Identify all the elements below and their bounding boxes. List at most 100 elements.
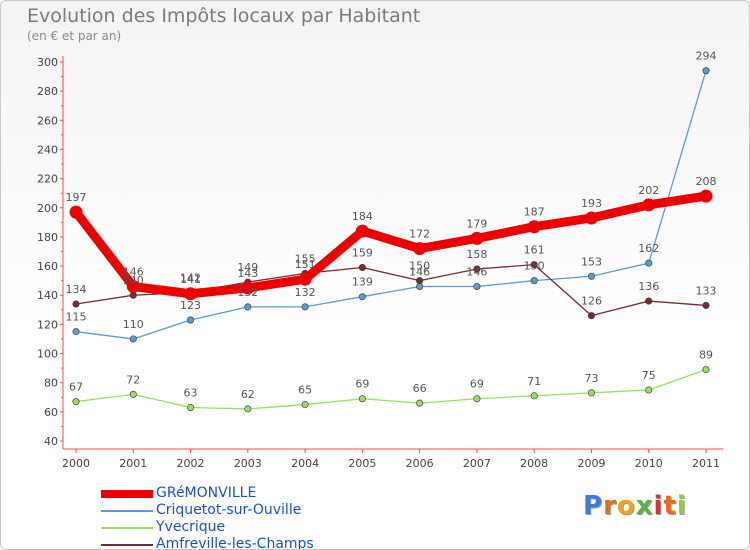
data-point [413,242,427,256]
data-point [358,293,366,301]
data-label: 132 [295,286,316,299]
data-point [470,231,484,245]
x-tick-label: 2002 [177,457,205,470]
data-label: 134 [66,283,87,296]
data-point [416,399,424,407]
data-label: 71 [527,375,541,388]
data-label: 69 [470,378,484,391]
data-label: 294 [696,50,717,63]
data-point [301,401,309,409]
y-tick-label: 80 [44,377,58,390]
data-point [298,272,312,286]
data-label: 150 [409,260,430,273]
data-point [244,405,252,413]
y-tick-label: 140 [37,289,58,302]
data-label: 73 [584,372,598,385]
data-point [129,291,137,299]
data-label: 115 [66,311,87,324]
data-label: 146 [123,265,144,278]
data-point [584,211,598,225]
y-tick-label: 120 [37,318,58,331]
data-label: 143 [237,267,258,280]
legend-label: Yvecrique [156,519,226,535]
data-point [587,312,595,320]
y-tick-label: 280 [37,85,58,98]
data-label: 133 [696,284,717,297]
x-tick-label: 2005 [348,457,376,470]
y-tick-label: 220 [37,173,58,186]
legend-swatch [101,544,153,546]
data-point [244,303,252,311]
data-label: 136 [638,280,659,293]
y-tick-label: 300 [37,56,58,69]
x-tick-label: 2004 [291,457,319,470]
data-label: 179 [466,217,487,230]
data-point [72,398,80,406]
data-label: 110 [123,318,144,331]
legend-label: GRéMONVILLE [156,485,257,501]
x-tick-label: 2003 [234,457,262,470]
data-point [72,328,80,336]
data-label: 140 [123,274,144,287]
data-point [645,386,653,394]
data-label: 153 [581,255,602,268]
legend-swatch [101,510,153,512]
data-label: 123 [180,299,201,312]
data-label: 155 [295,252,316,265]
y-tick-label: 240 [37,143,58,156]
data-point [702,301,710,309]
x-tick-label: 2001 [119,457,147,470]
chart-title: Evolution des Impôts locaux par Habitant [27,5,421,27]
legend-swatch [101,490,153,498]
series-line-2 [75,368,707,410]
data-label: 72 [126,373,140,386]
data-point [699,189,713,203]
data-label: 159 [352,247,373,260]
data-label: 187 [524,206,545,219]
data-point [129,335,137,343]
data-label: 193 [581,197,602,210]
data-point [358,395,366,403]
x-tick-label: 2010 [635,457,663,470]
data-label: 142 [180,271,201,284]
data-label: 65 [298,384,312,397]
data-label: 69 [355,378,369,391]
data-point [587,389,595,397]
data-point [241,281,255,295]
data-point [187,403,195,411]
brand-letter: r [603,491,617,521]
legend-label: Amfreville-les-Champs [156,536,314,550]
data-point [587,272,595,280]
data-label: 67 [69,381,83,394]
data-label: 162 [638,242,659,255]
x-tick-label: 2000 [62,457,90,470]
data-point [702,366,710,374]
data-label: 202 [638,184,659,197]
data-label: 63 [184,386,198,399]
chart-subtitle: (en € et par an) [27,29,122,43]
x-tick-label: 2006 [406,457,434,470]
data-point [530,392,538,400]
brand-letter: t [663,491,677,521]
data-label: 158 [466,248,487,261]
data-point [355,224,369,238]
data-label: 151 [295,258,316,271]
data-label: 172 [409,228,430,241]
data-point [473,395,481,403]
data-label: 197 [66,191,87,204]
data-point [358,264,366,272]
y-tick-label: 60 [44,406,58,419]
data-label: 146 [409,265,430,278]
x-tick-label: 2007 [463,457,491,470]
brand-letter: i [676,491,687,521]
y-tick-label: 260 [37,114,58,127]
data-point [69,205,83,219]
data-point [642,198,656,212]
data-point [301,303,309,311]
y-tick-label: 40 [44,435,58,448]
data-label: 141 [180,273,201,286]
data-label: 184 [352,210,373,223]
brand-letter: x [635,491,654,521]
